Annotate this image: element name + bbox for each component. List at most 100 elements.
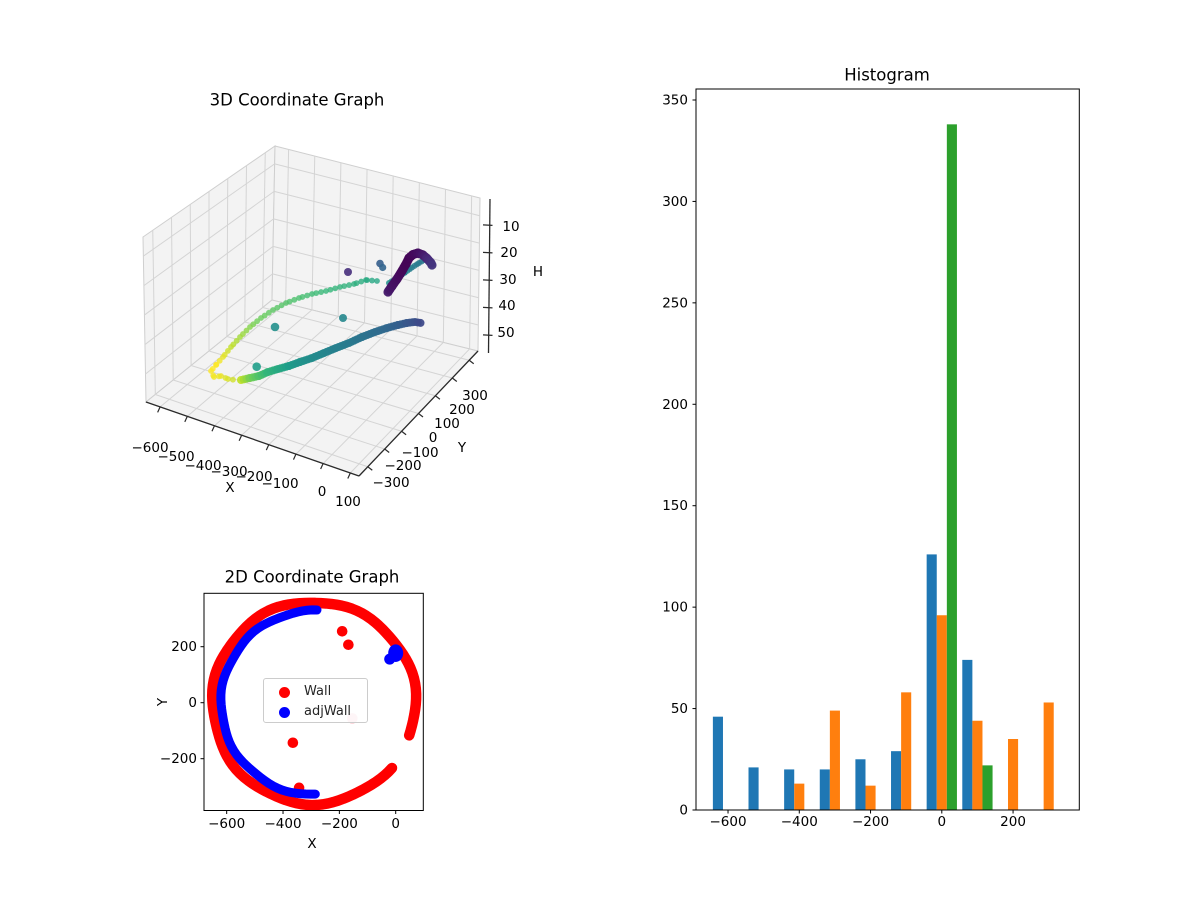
- y-tick-label-hist: 0: [679, 803, 688, 819]
- x-tick-label-3d: −200: [235, 469, 272, 485]
- x-tick-3d: [265, 444, 270, 451]
- scatter3d-outlier-dot: [344, 268, 352, 276]
- y-tick-label-2d: 0: [188, 695, 197, 711]
- scatter3d-back-trail: [228, 344, 234, 350]
- scatter3d-back-trail: [358, 278, 365, 285]
- y-tick-label-3d: −100: [401, 445, 438, 461]
- x-tick-3d: [157, 406, 161, 413]
- plot3d-xaxis-label: X: [225, 480, 235, 496]
- hist-bar-series-blue: [819, 769, 830, 810]
- scatter3d-back-trail: [327, 286, 334, 293]
- scatter3d-back-trail: [309, 291, 315, 297]
- hist-bar-series-blue: [962, 659, 973, 810]
- z-tick-3d: [482, 306, 493, 309]
- scatter3d-back-trail: [254, 318, 261, 325]
- scatter3d-back-trail: [374, 278, 380, 284]
- wall-point: [287, 737, 299, 749]
- hist-bar-series-blue: [748, 767, 759, 810]
- scatter3d-back-trail: [296, 295, 302, 301]
- x-tick-label-2d: −400: [264, 816, 301, 832]
- y-tick-label-3d: 200: [449, 402, 475, 418]
- scatter3d-back-trail: [363, 277, 369, 283]
- grid-line: [272, 245, 479, 299]
- grid-line: [273, 218, 480, 271]
- legend-label-adjwall: adjWall: [304, 704, 352, 719]
- scatter3d-back-trail: [218, 373, 224, 379]
- hist-bar-series-orange: [972, 720, 983, 810]
- scatter3d-back-trail: [225, 376, 231, 382]
- z-tick-label-3d: 10: [502, 219, 519, 235]
- legend-label-wall: Wall: [304, 684, 332, 699]
- x-tick-3d: [211, 425, 216, 432]
- x-tick-label-2d: −200: [321, 816, 358, 832]
- x-tick-label-hist: −600: [709, 814, 746, 830]
- y-tick-label-3d: 100: [434, 416, 460, 432]
- scatter3d-back-trail: [230, 376, 236, 383]
- wall-point: [336, 626, 348, 637]
- scatter3d-back-trail: [247, 324, 253, 330]
- wall-point: [343, 639, 354, 651]
- x-tick-label-hist: 200: [1000, 814, 1026, 830]
- x-tick-label-3d: −600: [131, 440, 168, 456]
- y-tick-label-hist: 300: [662, 194, 688, 210]
- y-tick-3d: [435, 395, 441, 400]
- y-tick-3d: [451, 377, 458, 382]
- hist-bar-series-orange: [794, 783, 805, 810]
- scatter3d-outlier-dot: [252, 362, 261, 372]
- histogram-spines: [695, 88, 1080, 811]
- y-tick-label-hist: 150: [662, 498, 688, 514]
- scatter3d-back-trail: [278, 302, 285, 309]
- histogram-title: Histogram: [844, 65, 930, 85]
- x-tick-label-3d: −500: [157, 449, 194, 465]
- grid-line: [155, 393, 368, 468]
- legend-item-adjwall: adjWall: [270, 702, 359, 722]
- scatter3d-outlier-dot: [379, 263, 387, 272]
- scatter3d-back-trail: [283, 300, 289, 306]
- x-tick-label-hist: −400: [781, 814, 818, 830]
- scatter3d-back-trail: [351, 281, 357, 287]
- z-tick-label-3d: 40: [498, 298, 515, 314]
- grid-line: [273, 190, 480, 244]
- y-tick-label-hist: 100: [662, 600, 688, 616]
- x-tick-3d: [347, 472, 351, 479]
- plot2d-legend: Wall adjWall: [263, 678, 368, 723]
- scatter3d-back-trail: [265, 309, 272, 316]
- z-axis-spine-3d: [487, 198, 491, 354]
- x-tick-label-2d: −600: [208, 816, 245, 832]
- scatter3d-back-trail: [318, 289, 325, 295]
- grid-line: [272, 273, 479, 326]
- hist-bar-series-blue: [855, 759, 866, 810]
- scatter3d-back-trail: [208, 368, 214, 374]
- scatter3d-back-trail: [369, 277, 375, 284]
- x-tick-3d: [184, 416, 188, 423]
- y-tick-label-3d: 0: [429, 430, 438, 446]
- grid-line: [145, 273, 273, 375]
- adjwall-cluster: [384, 653, 396, 665]
- x-tick-3d: [320, 463, 324, 470]
- scatter3d-back-trail: [211, 374, 217, 380]
- hist-bar-series-orange: [901, 692, 912, 810]
- y-tick-3d: [367, 466, 373, 471]
- hist-bar-series-green: [982, 765, 993, 810]
- scatter3d-back-trail: [304, 292, 311, 299]
- plot3d-yaxis-label: Y: [457, 440, 467, 456]
- scatter3d-back-trail: [220, 354, 226, 360]
- grid-line: [208, 350, 419, 414]
- x-tick-label-3d: 0: [318, 484, 327, 500]
- legend-marker-wall: [279, 686, 290, 698]
- z-tick-label-3d: 50: [497, 325, 514, 341]
- grid-line: [244, 321, 453, 379]
- legend-item-wall: Wall: [270, 682, 359, 702]
- x-tick-3d: [292, 453, 297, 460]
- x-tick-label-hist: −200: [852, 814, 889, 830]
- y-tick-label-2d: −200: [160, 751, 197, 767]
- scatter3d-outlier-dot: [339, 314, 347, 322]
- z-tick-label-3d: 20: [500, 245, 517, 261]
- x-tick-label-3d: −400: [184, 458, 221, 474]
- z-tick-label-3d: 30: [499, 272, 516, 288]
- x-tick-3d: [238, 434, 243, 441]
- wall-ring: [206, 597, 422, 811]
- scatter3d-back-trail: [332, 285, 339, 292]
- hist-bar-series-orange: [936, 615, 947, 810]
